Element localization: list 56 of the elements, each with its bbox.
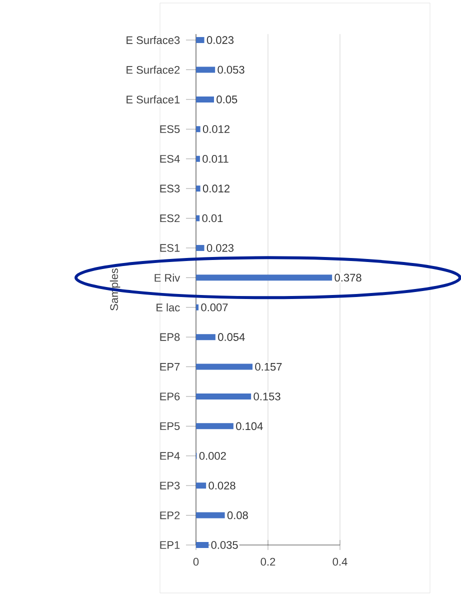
data-label: 0.054 [218, 333, 245, 341]
bar [196, 66, 215, 73]
data-label: 0.05 [216, 96, 237, 104]
y-tick-label: E Surface1 [126, 95, 180, 104]
bar [196, 186, 200, 192]
data-label: 0.011 [202, 154, 228, 163]
bar [196, 274, 332, 281]
data-label: 0.028 [208, 482, 236, 490]
y-tick-label: EP6 [160, 392, 180, 400]
data-label: 0.153 [253, 392, 280, 400]
bar [196, 156, 200, 162]
bar [196, 542, 208, 548]
data-label: 0.104 [236, 422, 263, 430]
data-label: 0.023 [206, 244, 234, 252]
data-label: 0.007 [200, 303, 228, 312]
bar [196, 364, 252, 370]
data-label: 0.012 [202, 125, 230, 134]
data-label: 0.157 [254, 362, 282, 371]
bar [196, 304, 198, 310]
bar [196, 482, 206, 489]
data-label: 0.023 [206, 36, 234, 44]
bar [196, 393, 251, 400]
bar [196, 96, 214, 102]
y-tick-label: EP2 [160, 511, 180, 520]
data-label: 0.053 [217, 66, 244, 74]
bar [196, 215, 200, 222]
x-tick-label: 0.4 [332, 558, 348, 566]
bar [196, 126, 200, 132]
data-label: 0.012 [202, 184, 230, 192]
bar [196, 512, 225, 518]
data-label: 0.08 [227, 511, 248, 520]
y-tick-label: ES3 [160, 184, 180, 192]
data-label: 0.378 [334, 274, 362, 282]
y-tick-label: ES4 [160, 154, 180, 163]
y-tick-label: ES2 [160, 214, 180, 222]
y-tick-label: EP5 [160, 422, 180, 430]
y-tick-label: ES5 [160, 125, 180, 134]
bar [196, 423, 234, 430]
y-tick-label: EP3 [160, 482, 180, 490]
x-tick-label: 0.2 [260, 558, 275, 566]
y-tick-label: E Surface2 [126, 66, 180, 74]
bar [196, 37, 204, 44]
data-label: 0.035 [210, 541, 238, 549]
x-tick-label: 0 [193, 558, 198, 566]
y-tick-label: E Surface3 [126, 36, 180, 44]
y-tick-label: EP1 [160, 541, 180, 549]
bar [196, 244, 204, 251]
y-tick-label: E lac [156, 303, 180, 312]
bar [196, 334, 216, 340]
data-label: 0.01 [202, 214, 222, 222]
y-tick-label: EP8 [160, 333, 180, 341]
y-tick-label: EP7 [160, 362, 180, 371]
y-tick-label: EP4 [160, 452, 180, 460]
y-tick-label: E Riv [154, 274, 180, 282]
y-tick-label: ES1 [160, 244, 180, 252]
data-label: 0.002 [199, 452, 226, 460]
